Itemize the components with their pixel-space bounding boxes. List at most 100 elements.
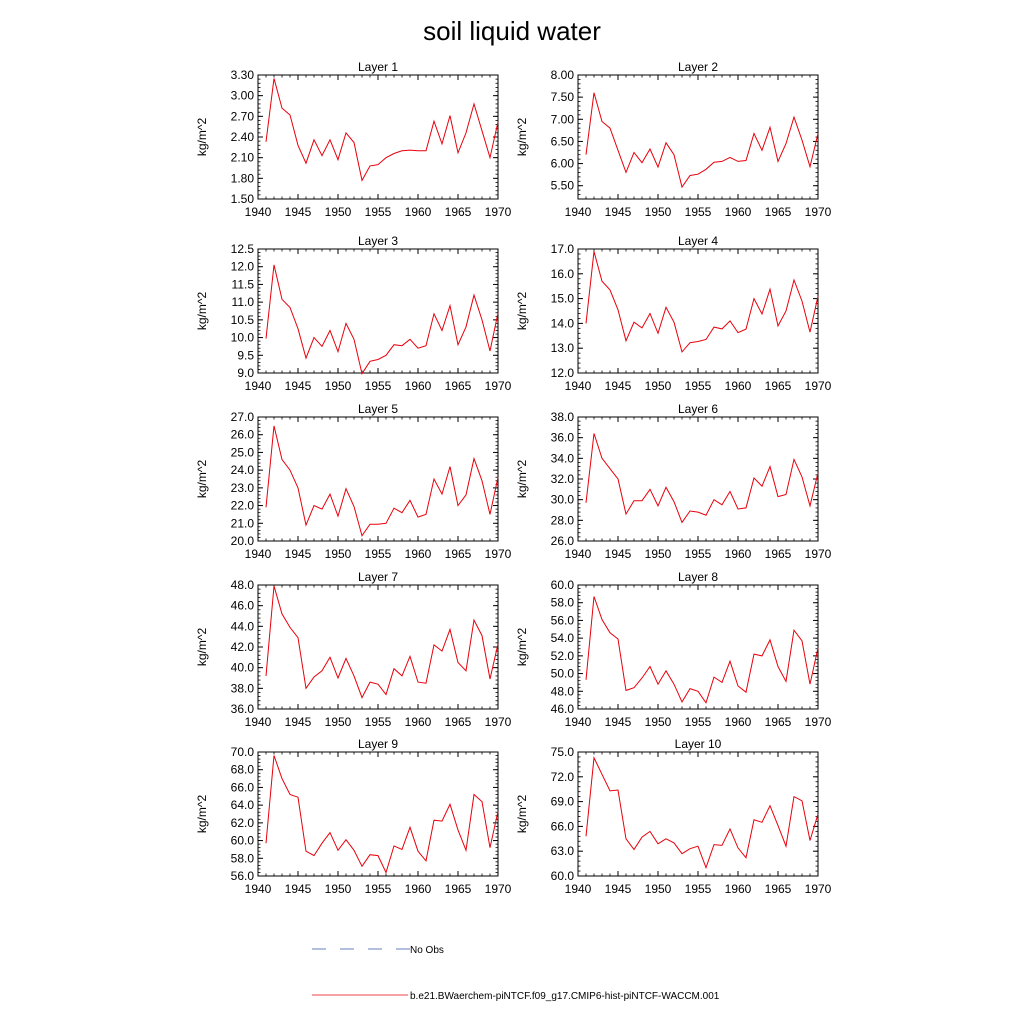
- y-axis-label: kg/m^2: [195, 118, 209, 157]
- y-tick-label: 63.0: [551, 844, 575, 858]
- panel-layer-6: Layer 6 1940 1945 1950 1955 1960 1965 1970 26.0 2…: [515, 402, 832, 561]
- x-tick-label: 1965: [765, 379, 792, 393]
- x-tick-label: 1950: [325, 882, 352, 896]
- x-tick-label: 1950: [645, 715, 672, 729]
- x-tick-label: 1940: [565, 205, 592, 219]
- x-tick-label: 1950: [645, 882, 672, 896]
- y-tick-label: 46.0: [231, 599, 255, 613]
- x-tick-label: 1960: [405, 715, 432, 729]
- series-line: [585, 755, 819, 870]
- y-tick-label: 44.0: [231, 619, 255, 633]
- panel-layer-5: Layer 5 1940 1945 1950 1955 1960 1965 1970 20.0 2…: [195, 402, 512, 561]
- plot-frame: [257, 248, 499, 374]
- x-tick-label: 1955: [685, 882, 712, 896]
- figure-title: soil liquid water: [423, 16, 601, 46]
- x-tick-label: 1945: [605, 547, 632, 561]
- panel-title: Layer 7: [358, 570, 398, 584]
- y-tick-label: 60.0: [231, 834, 255, 848]
- y-tick-label: 75.0: [551, 745, 575, 759]
- plot-frame: [257, 584, 499, 710]
- x-tick-label: 1965: [765, 882, 792, 896]
- y-tick-label: 70.0: [231, 745, 255, 759]
- x-tick-label: 1970: [805, 205, 832, 219]
- x-tick-label: 1950: [325, 715, 352, 729]
- x-tick-label: 1940: [245, 547, 272, 561]
- panel-title: Layer 1: [358, 60, 398, 74]
- x-tick-label: 1970: [805, 379, 832, 393]
- plot-frame: [577, 74, 819, 200]
- x-tick-label: 1960: [405, 547, 432, 561]
- x-tick-label: 1960: [725, 715, 752, 729]
- x-tick-label: 1955: [365, 882, 392, 896]
- series-line: [585, 251, 819, 353]
- y-axis-label: kg/m^2: [195, 292, 209, 331]
- y-tick-label: 2.10: [231, 151, 255, 165]
- x-tick-label: 1940: [245, 379, 272, 393]
- y-axis-label: kg/m^2: [515, 292, 529, 331]
- y-tick-label: 22.0: [231, 499, 255, 513]
- x-tick-label: 1945: [285, 715, 312, 729]
- x-tick-label: 1945: [605, 379, 632, 393]
- x-tick-label: 1945: [285, 205, 312, 219]
- panel-layer-9: Layer 9 1940 1945 1950 1955 1960 1965 1970 56.0 5…: [195, 737, 512, 896]
- y-tick-label: 11.0: [232, 295, 255, 309]
- x-tick-label: 1945: [605, 882, 632, 896]
- plot-frame: [577, 248, 819, 374]
- y-tick-label: 60.0: [551, 578, 575, 592]
- x-tick-label: 1955: [365, 205, 392, 219]
- panel-title: Layer 8: [678, 570, 718, 584]
- panel-title: Layer 5: [358, 402, 398, 416]
- y-tick-label: 38.0: [551, 410, 575, 424]
- y-tick-label: 30.0: [551, 493, 575, 507]
- x-tick-label: 1955: [365, 715, 392, 729]
- y-tick-label: 21.0: [231, 516, 255, 530]
- x-tick-label: 1970: [485, 882, 512, 896]
- x-tick-label: 1965: [765, 205, 792, 219]
- y-tick-label: 2.70: [231, 109, 255, 123]
- y-tick-label: 58.0: [231, 851, 255, 865]
- x-tick-label: 1940: [245, 715, 272, 729]
- y-tick-label: 32.0: [551, 472, 575, 486]
- x-tick-label: 1960: [405, 205, 432, 219]
- y-tick-label: 42.0: [231, 640, 255, 654]
- x-tick-label: 1965: [445, 547, 472, 561]
- y-axis-label: kg/m^2: [515, 628, 529, 667]
- y-tick-label: 54.0: [551, 631, 575, 645]
- y-tick-label: 58.0: [551, 596, 575, 610]
- y-tick-label: 9.5: [237, 348, 254, 362]
- x-tick-label: 1965: [445, 379, 472, 393]
- y-tick-label: 11.5: [232, 277, 255, 291]
- x-tick-label: 1960: [725, 379, 752, 393]
- y-tick-label: 17.0: [551, 242, 575, 256]
- y-tick-label: 14.0: [551, 316, 575, 330]
- x-tick-label: 1965: [445, 882, 472, 896]
- y-tick-label: 28.0: [551, 513, 575, 527]
- x-tick-label: 1945: [285, 882, 312, 896]
- plot-frame: [257, 74, 499, 200]
- panel-layer-7: Layer 7 1940 1945 1950 1955 1960 1965 1970 36.0 3…: [195, 570, 512, 729]
- plot-frame: [577, 751, 819, 877]
- panel-title: Layer 6: [678, 402, 718, 416]
- x-tick-label: 1965: [765, 715, 792, 729]
- x-tick-label: 1970: [805, 715, 832, 729]
- x-tick-label: 1945: [605, 205, 632, 219]
- y-axis-label: kg/m^2: [515, 118, 529, 157]
- y-tick-label: 52.0: [551, 649, 575, 663]
- x-tick-label: 1945: [605, 715, 632, 729]
- x-tick-label: 1950: [325, 379, 352, 393]
- panel-title: Layer 2: [678, 60, 718, 74]
- x-tick-label: 1945: [285, 547, 312, 561]
- legend: No Obs b.e21.BWaerchem-piNTCF.f09_g17.CM…: [312, 945, 720, 1002]
- x-tick-label: 1970: [485, 547, 512, 561]
- x-tick-label: 1955: [685, 379, 712, 393]
- y-tick-label: 40.0: [231, 661, 255, 675]
- panel-layer-3: Layer 3 1940 1945 1950 1955 1960 1965 1970 9.0 9.…: [195, 234, 512, 393]
- x-tick-label: 1955: [685, 547, 712, 561]
- x-tick-label: 1960: [725, 882, 752, 896]
- y-tick-label: 66.0: [231, 780, 255, 794]
- x-tick-label: 1970: [805, 882, 832, 896]
- y-tick-label: 23.0: [231, 481, 255, 495]
- y-tick-label: 10.0: [231, 331, 255, 345]
